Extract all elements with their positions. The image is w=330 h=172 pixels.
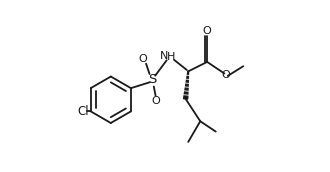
Text: O: O [151,96,160,106]
Text: O: O [138,54,147,64]
Text: O: O [222,70,230,80]
Polygon shape [183,71,188,99]
Text: H: H [167,52,175,62]
Text: Cl: Cl [77,105,89,118]
Text: S: S [148,73,156,87]
Text: N: N [159,51,168,61]
Text: O: O [203,26,212,36]
